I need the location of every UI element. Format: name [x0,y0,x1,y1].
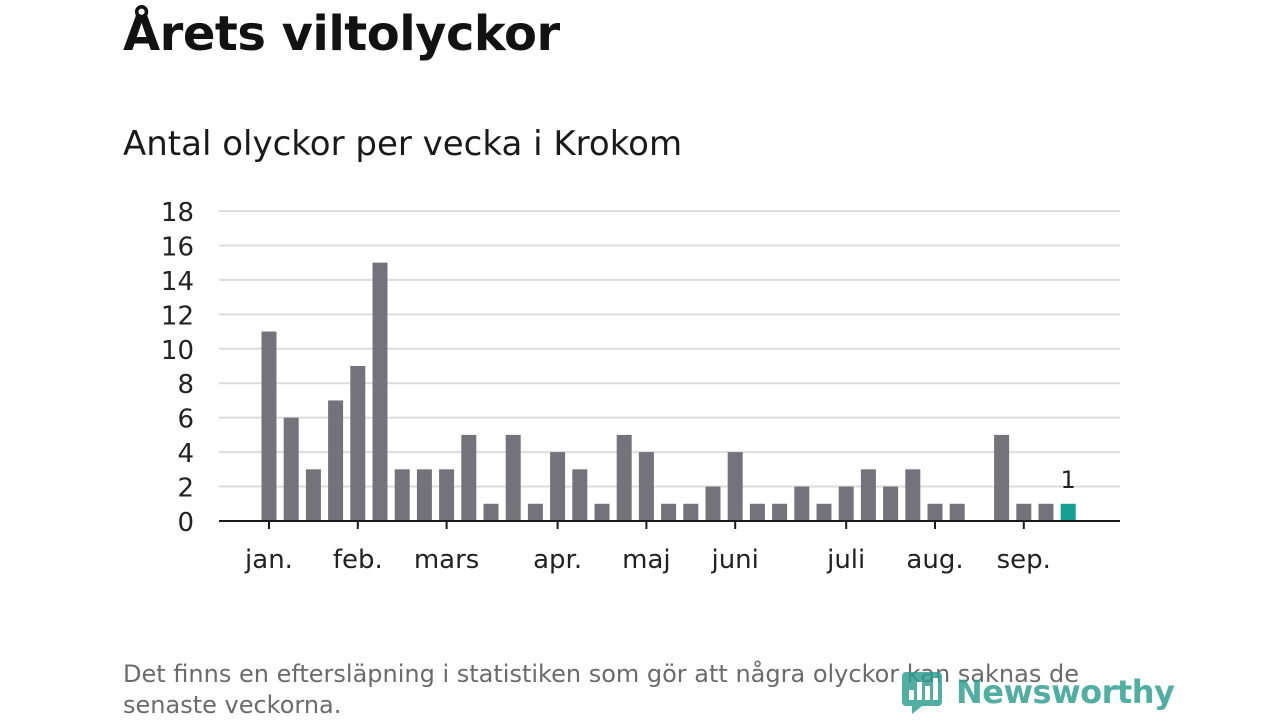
bar [638,452,654,521]
bar [283,417,299,521]
bar [527,503,543,521]
bar [683,503,699,521]
y-tick-label: 2 [177,474,194,504]
y-tick-label: 0 [177,508,194,538]
newsworthy-logo-icon [902,672,942,714]
bar [416,469,432,521]
y-tick-label: 10 [161,336,194,366]
bar [1016,503,1032,521]
data-label: 1 [1061,466,1076,494]
bar [261,331,277,521]
grid-lines [219,210,1120,488]
bar [372,262,388,521]
bar [616,434,632,521]
bar [328,400,344,521]
y-tick-label: 8 [177,370,194,400]
y-tick-label: 6 [177,405,194,435]
x-axis-ticks: jan. feb. mars apr. maj juni juli aug. sep. [244,521,1051,575]
bar [572,469,588,521]
annotations: 1 [1061,466,1076,494]
x-tick-label: sep. [997,545,1051,575]
x-tick-label: juni [710,545,758,575]
x-tick-label: jan. [244,545,293,575]
bar [461,434,477,521]
y-tick-label: 12 [161,301,194,331]
bar [661,503,677,521]
x-tick-label: feb. [333,545,383,575]
y-tick-label: 16 [161,232,194,262]
x-tick-label: maj [622,545,670,575]
logo-text: Newsworthy [956,673,1175,711]
bar [727,452,743,521]
chart-title: Årets viltolyckor [123,6,560,62]
bar [949,503,965,521]
y-tick-label: 18 [161,198,194,228]
bar [1038,503,1054,521]
bar [860,469,876,521]
x-tick-label: apr. [533,545,582,575]
bar [838,486,854,521]
x-tick-label: juli [826,545,865,575]
bar [772,503,788,521]
bar [505,434,521,521]
bar [439,469,455,521]
bar [883,486,899,521]
x-tick-label: mars [414,545,480,575]
bar [794,486,810,521]
x-tick-label: aug. [906,545,963,575]
y-tick-label: 14 [161,267,194,297]
bar [816,503,832,521]
bar [394,469,410,521]
bar [705,486,721,521]
bar [483,503,499,521]
chart-subtitle: Antal olyckor per vecka i Krokom [123,124,683,164]
bar [594,503,610,521]
bar [905,469,921,521]
bars [261,262,1076,521]
y-tick-label: 4 [177,439,194,469]
bar [749,503,765,521]
bar [350,366,366,521]
bar-highlight [1060,503,1076,521]
y-axis-ticks: 0 2 4 6 8 10 12 14 16 18 [161,198,194,538]
newsworthy-logo: Newsworthy [900,668,1175,716]
bar [550,452,566,521]
bar [305,469,321,521]
bar [927,503,943,521]
bar [994,434,1010,521]
